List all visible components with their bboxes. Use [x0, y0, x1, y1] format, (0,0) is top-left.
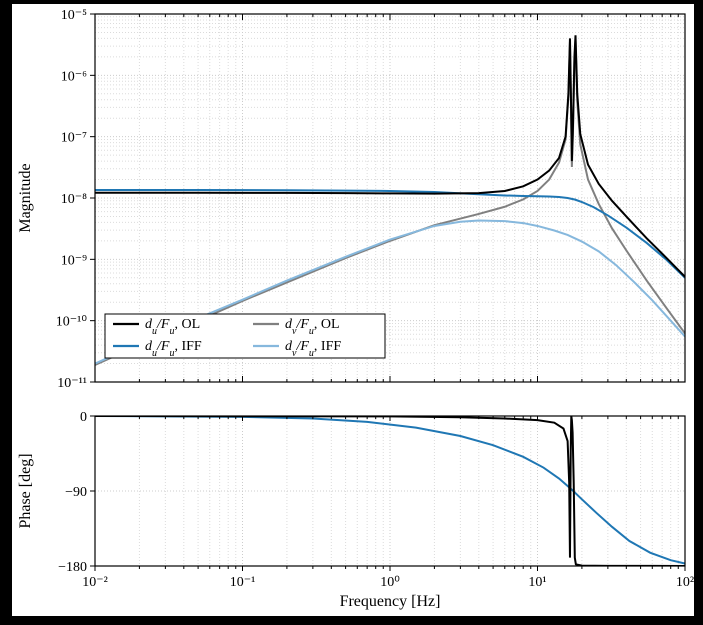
phase-xtick-label: 10⁻²: [82, 575, 108, 590]
legend: du/Fu, OLdv/Fu, OLdu/Fu, IFFdv/Fu, IFF: [105, 314, 385, 359]
mag-ytick-label: 10⁻⁷: [61, 131, 87, 146]
phase-xlabel: Frequency [Hz]: [340, 593, 441, 610]
phase-xtick-label: 10⁰: [380, 575, 400, 590]
phase-ylabel: Phase [deg]: [17, 453, 34, 528]
phase-xtick-label: 10¹: [528, 575, 546, 590]
phase-xtick-label: 10⁻¹: [230, 575, 256, 590]
mag-ytick-label: 10⁻⁹: [61, 253, 87, 268]
mag-ytick-label: 10⁻¹¹: [57, 376, 87, 391]
phase-ytick-label: 0: [80, 410, 87, 425]
phase-ytick-label: −90: [65, 485, 87, 500]
mag-ylabel: Magnitude: [17, 163, 34, 232]
mag-ytick-label: 10⁻⁵: [61, 8, 87, 23]
mag-ytick-label: 10⁻⁸: [61, 192, 87, 207]
magnitude-panel: 10⁻¹¹ 10⁻¹⁰ 10⁻⁹ 10⁻⁸ 10⁻⁷ 10⁻⁶ 10⁻⁵ Magnitude…: [17, 8, 685, 391]
bode-figure: 10⁻¹¹ 10⁻¹⁰ 10⁻⁹ 10⁻⁸ 10⁻⁷ 10⁻⁶ 10⁻⁵ Magnitude…: [0, 0, 703, 625]
phase-ytick-label: −180: [58, 560, 87, 575]
mag-ytick-label: 10⁻¹⁰: [56, 315, 88, 330]
mag-ytick-label: 10⁻⁶: [61, 69, 87, 84]
phase-xtick-label: 10²: [676, 575, 694, 590]
